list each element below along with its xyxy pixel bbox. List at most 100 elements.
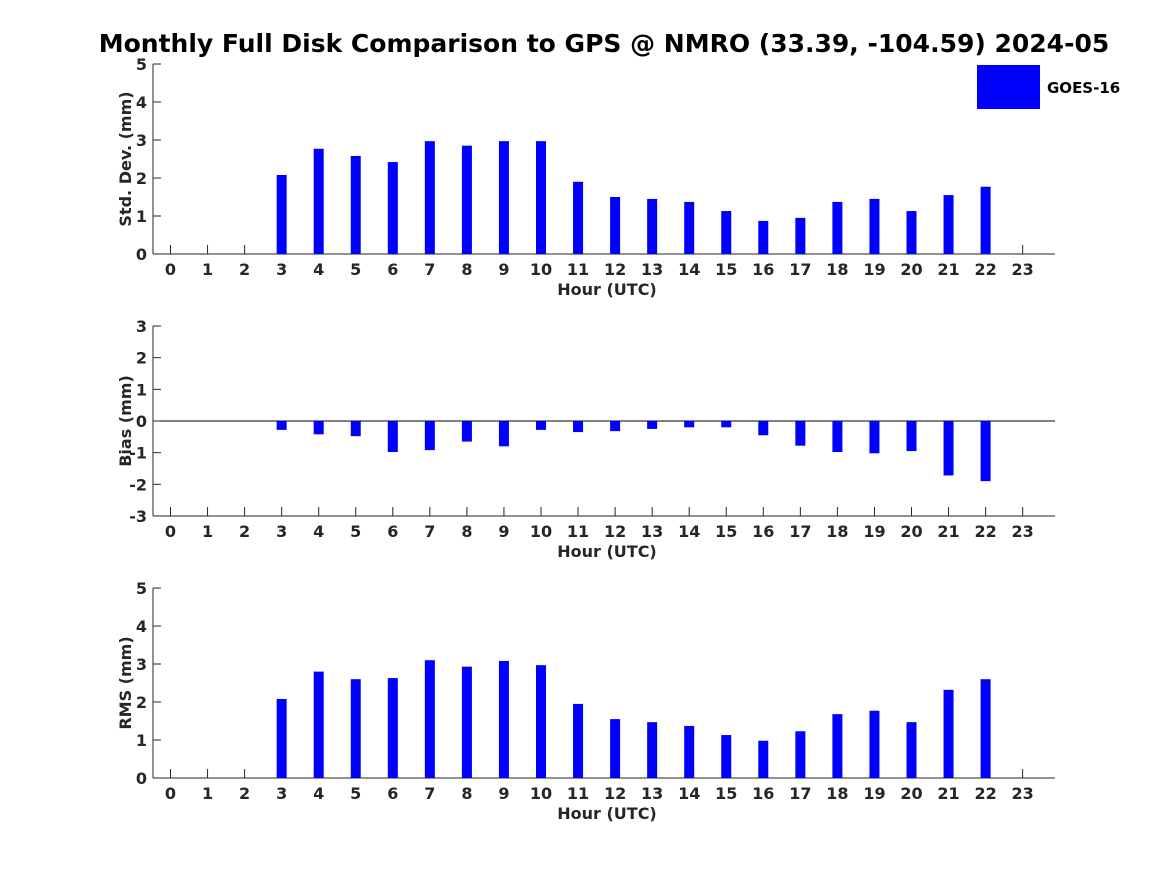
bar-hour-6 xyxy=(387,678,398,778)
x-tick-label: 7 xyxy=(424,260,435,279)
x-tick-label: 15 xyxy=(715,784,737,803)
x-tick-label: 8 xyxy=(461,260,472,279)
bar-hour-19 xyxy=(869,710,880,778)
bar-hour-7 xyxy=(424,421,435,451)
x-tick-label: 19 xyxy=(863,522,885,541)
legend-label: GOES-16 xyxy=(1047,79,1120,97)
y-tick-label: 0 xyxy=(136,245,147,264)
x-axis-label: Hour (UTC) xyxy=(557,542,657,561)
bar-hour-15 xyxy=(721,421,732,428)
bar-hour-22 xyxy=(980,679,991,778)
x-tick-label: 1 xyxy=(202,784,213,803)
x-tick-label: 16 xyxy=(752,522,774,541)
y-tick-label: 1 xyxy=(136,380,147,399)
bar-hour-15 xyxy=(721,211,732,254)
x-tick-label: 14 xyxy=(678,260,700,279)
x-tick-label: 12 xyxy=(604,260,626,279)
bar-hour-3 xyxy=(276,174,287,254)
x-axis-label: Hour (UTC) xyxy=(557,280,657,299)
x-tick-label: 5 xyxy=(350,260,361,279)
bar-hour-10 xyxy=(536,141,546,254)
bar-hour-19 xyxy=(869,198,880,254)
x-tick-label: 23 xyxy=(1012,784,1034,803)
y-tick-label: 2 xyxy=(136,693,147,712)
x-tick-label: 14 xyxy=(678,522,700,541)
y-tick-label: 4 xyxy=(136,617,147,636)
x-tick-label: 23 xyxy=(1012,522,1034,541)
bar-hour-21 xyxy=(943,195,954,254)
x-tick-label: 0 xyxy=(165,260,176,279)
x-tick-label: 3 xyxy=(276,260,287,279)
x-tick-label: 18 xyxy=(826,260,848,279)
x-tick-label: 11 xyxy=(567,784,589,803)
x-tick-label: 5 xyxy=(350,522,361,541)
y-axis-label: Std. Dev. (mm) xyxy=(116,91,135,226)
x-tick-label: 6 xyxy=(387,784,398,803)
x-tick-label: 4 xyxy=(313,260,324,279)
y-axis-label: RMS (mm) xyxy=(116,636,135,729)
bar-hour-13 xyxy=(647,198,658,254)
x-tick-label: 10 xyxy=(530,784,552,803)
bar-hour-11 xyxy=(573,181,584,254)
y-tick-label: 0 xyxy=(136,412,147,431)
bar-hour-9 xyxy=(498,141,509,254)
bar-hour-17 xyxy=(795,217,806,254)
x-tick-label: 13 xyxy=(641,522,663,541)
bar-hour-12 xyxy=(610,197,621,254)
x-tick-label: 7 xyxy=(424,784,435,803)
bar-hour-12 xyxy=(610,421,621,432)
x-tick-label: 1 xyxy=(202,522,213,541)
bar-hour-17 xyxy=(795,731,806,778)
y-tick-label: 3 xyxy=(136,317,147,336)
bar-hour-13 xyxy=(647,722,658,778)
x-tick-label: 4 xyxy=(313,522,324,541)
x-tick-label: 3 xyxy=(276,784,287,803)
bar-hour-3 xyxy=(276,421,287,430)
x-tick-label: 5 xyxy=(350,784,361,803)
x-tick-label: 22 xyxy=(974,260,996,279)
x-tick-label: 6 xyxy=(387,260,398,279)
y-axis-label: Bias (mm) xyxy=(116,375,135,467)
y-tick-label: 2 xyxy=(136,349,147,368)
bar-hour-14 xyxy=(684,725,695,778)
y-tick-label: 4 xyxy=(136,93,147,112)
x-tick-label: 2 xyxy=(239,522,250,541)
bar-hour-9 xyxy=(498,421,509,447)
bar-hour-18 xyxy=(832,421,843,453)
x-tick-label: 11 xyxy=(567,260,589,279)
x-tick-label: 21 xyxy=(937,522,959,541)
bar-hour-16 xyxy=(758,421,769,436)
x-tick-label: 8 xyxy=(461,522,472,541)
x-tick-label: 17 xyxy=(789,784,811,803)
x-tick-label: 12 xyxy=(604,522,626,541)
x-tick-label: 18 xyxy=(826,522,848,541)
bar-hour-17 xyxy=(795,421,806,446)
x-tick-label: 16 xyxy=(752,784,774,803)
x-tick-label: 9 xyxy=(498,260,509,279)
x-tick-label: 18 xyxy=(826,784,848,803)
x-tick-label: 6 xyxy=(387,522,398,541)
y-tick-label: -1 xyxy=(129,444,147,463)
y-tick-label: 1 xyxy=(136,731,147,750)
x-tick-label: 19 xyxy=(863,784,885,803)
x-tick-label: 2 xyxy=(239,260,250,279)
bar-hour-7 xyxy=(424,660,435,778)
bar-hour-19 xyxy=(869,421,880,454)
bar-hour-5 xyxy=(350,155,361,254)
bar-hour-4 xyxy=(313,148,324,254)
x-tick-label: 11 xyxy=(567,522,589,541)
x-tick-label: 19 xyxy=(863,260,885,279)
x-tick-label: 1 xyxy=(202,260,213,279)
y-tick-label: 2 xyxy=(136,169,147,188)
y-tick-label: 5 xyxy=(136,579,147,598)
bar-hour-9 xyxy=(498,660,509,778)
x-tick-label: 9 xyxy=(498,784,509,803)
bar-hour-5 xyxy=(350,421,361,437)
bar-hour-12 xyxy=(610,719,621,778)
y-tick-label: -2 xyxy=(129,475,147,494)
x-tick-label: 0 xyxy=(165,784,176,803)
bar-hour-4 xyxy=(313,421,324,435)
y-tick-label: 0 xyxy=(136,769,147,788)
